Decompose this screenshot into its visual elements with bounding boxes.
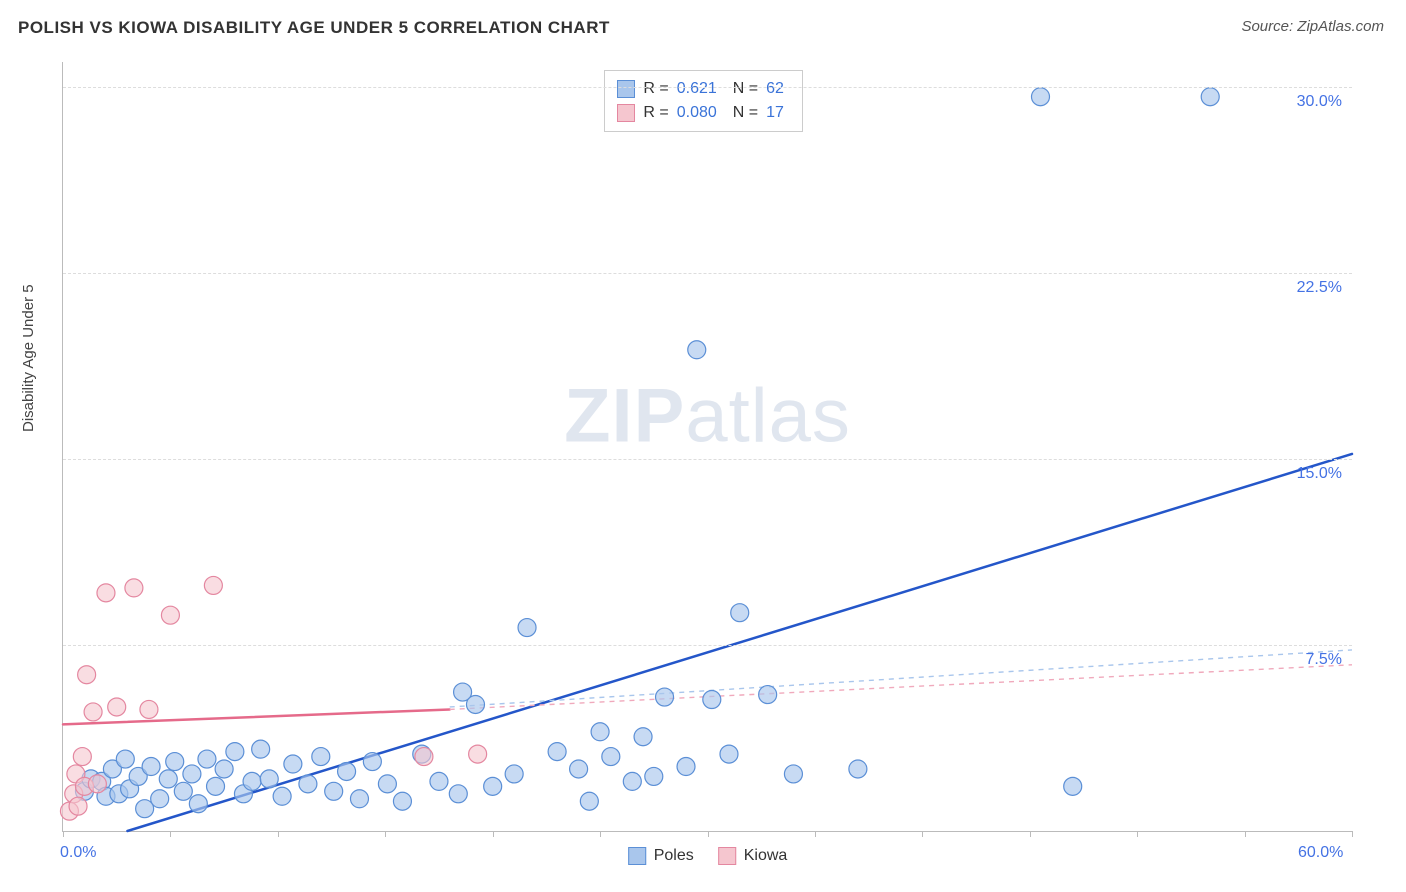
correlation-legend: R = 0.621 N = 62 R = 0.080 N = 17 [604,70,803,132]
swatch-kiowa-bottom [718,847,736,865]
legend-n-label: N = [733,80,758,98]
legend-n-value-poles: 62 [766,80,790,98]
y-tick-label: 7.5% [1306,651,1342,669]
swatch-poles [617,80,635,98]
legend-r-value-poles: 0.621 [677,80,725,98]
legend-label-kiowa: Kiowa [744,847,788,865]
x-origin-label: 0.0% [60,844,96,862]
plot-area: ZIPatlas R = 0.621 N = 62 R = 0.080 N = … [62,62,1352,832]
legend-r-label: R = [643,104,668,122]
legend-r-value-kiowa: 0.080 [677,104,725,122]
legend-n-value-kiowa: 17 [766,104,790,122]
legend-r-label: R = [643,80,668,98]
y-tick-label: 22.5% [1297,279,1342,297]
y-tick-label: 15.0% [1297,465,1342,483]
legend-row-poles: R = 0.621 N = 62 [617,77,790,101]
series-legend: Poles Kiowa [628,847,788,865]
chart-title: POLISH VS KIOWA DISABILITY AGE UNDER 5 C… [18,18,610,38]
swatch-poles-bottom [628,847,646,865]
legend-n-label: N = [733,104,758,122]
swatch-kiowa [617,104,635,122]
plot-svg [63,62,1352,831]
y-axis-label: Disability Age Under 5 [20,284,37,432]
legend-row-kiowa: R = 0.080 N = 17 [617,101,790,125]
source-credit: Source: ZipAtlas.com [1241,18,1384,35]
x-max-label: 60.0% [1298,844,1343,862]
chart-container: POLISH VS KIOWA DISABILITY AGE UNDER 5 C… [12,12,1394,880]
legend-item-poles: Poles [628,847,694,865]
y-tick-label: 30.0% [1297,93,1342,111]
legend-item-kiowa: Kiowa [718,847,788,865]
legend-label-poles: Poles [654,847,694,865]
